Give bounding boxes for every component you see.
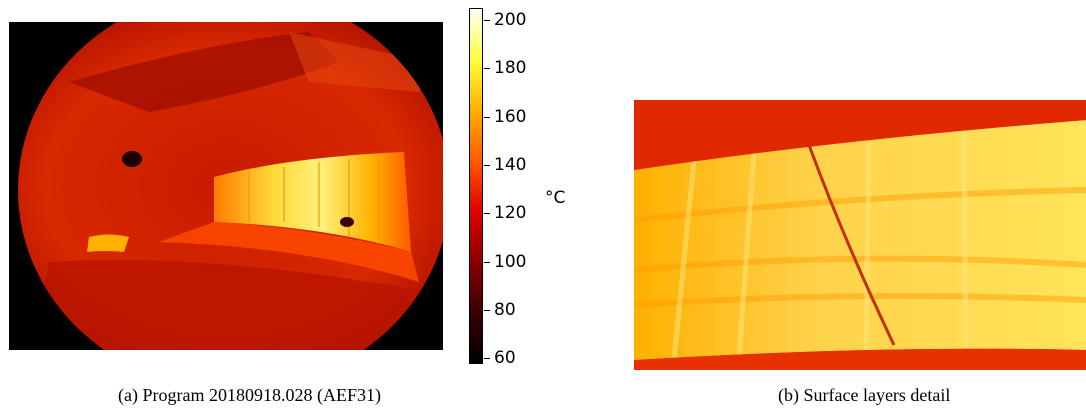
colorbar-tick — [484, 213, 490, 214]
colorbar-tick — [484, 262, 490, 263]
colorbar-tick-label: 120 — [494, 203, 527, 223]
colorbar-tick — [484, 20, 490, 21]
infrared-image-b — [634, 100, 1086, 370]
colorbar-tick-label: 100 — [494, 252, 527, 272]
colorbar-tick-label: 60 — [494, 348, 516, 368]
colorbar-unit-label: °C — [545, 188, 566, 208]
colorbar-tick — [484, 68, 490, 69]
infrared-image-a — [9, 22, 443, 350]
infrared-image-a-graphic — [9, 22, 443, 350]
colorbar-tick — [484, 358, 490, 359]
colorbar-tick-label: 80 — [494, 300, 516, 320]
colorbar-tick-label: 180 — [494, 58, 527, 78]
colorbar-tick — [484, 310, 490, 311]
colorbar-tick — [484, 165, 490, 166]
colorbar-tick-label: 140 — [494, 155, 527, 175]
caption-b: (b) Surface layers detail — [778, 385, 951, 405]
colorbar-tick-label: 200 — [494, 10, 527, 30]
colorbar-tick — [484, 117, 490, 118]
caption-a: (a) Program 20180918.028 (AEF31) — [118, 385, 381, 405]
colorbar-tick-label: 160 — [494, 107, 527, 127]
infrared-image-b-graphic — [634, 100, 1086, 370]
colorbar — [469, 8, 483, 364]
